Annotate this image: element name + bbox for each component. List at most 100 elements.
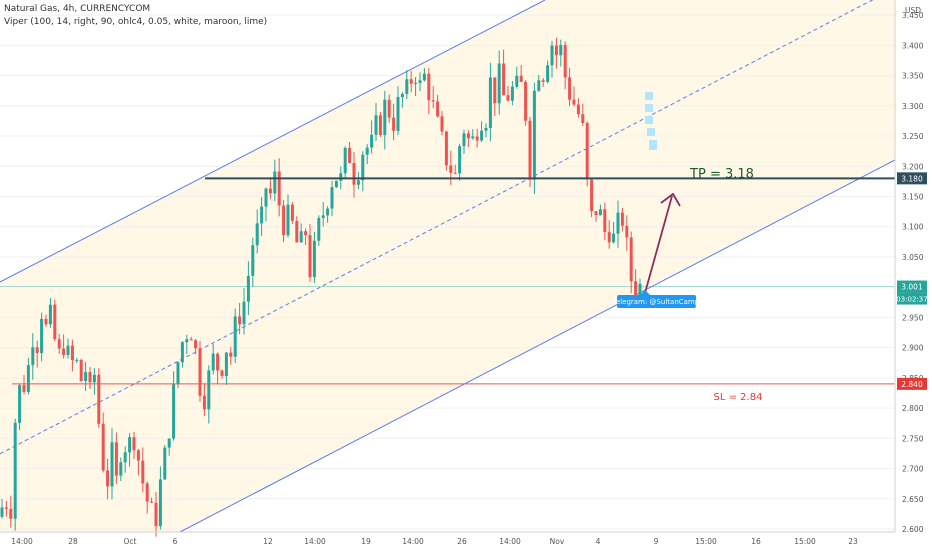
sl-label: SL = 2.84 [714,392,763,403]
candle-body [550,45,554,66]
time-tick-label: 26 [457,537,467,546]
time-tick-label: 6 [173,537,178,546]
candle-body [57,339,61,349]
candle-body [246,275,250,302]
candle-body [233,316,237,357]
candle-body [585,122,589,180]
candle-body [418,80,422,84]
candle-body [128,437,132,453]
time-tick-label: 14:00 [499,537,521,546]
candle-body [123,452,127,463]
plot-area: TP = 3.18 SL = 2.84 Telegram: @SultanCamp [0,0,896,537]
candle-body [295,220,299,243]
candle-body [79,359,83,382]
projection-mark [649,140,657,150]
candle-body [480,130,484,141]
candle-body [484,127,488,131]
channel-fill [0,0,895,532]
time-tick-label: Oct [124,537,137,546]
candle-body [475,136,479,141]
price-tick-label: 2.800 [902,404,924,413]
candle-body [321,215,325,218]
candle-body [546,65,550,82]
candle-body [189,339,193,341]
price-tick-label: 3.100 [902,223,924,232]
price-axis-bg [895,0,932,550]
candle-body [48,304,52,325]
candle-body [352,163,356,185]
candle-body [304,231,308,236]
candle-body [532,90,536,180]
candle-body [194,340,198,349]
candle-body [101,423,105,471]
candle-body [119,462,123,476]
currency-label: USD [905,6,921,15]
price-tick-label: 3.350 [902,72,924,81]
candle-body [554,45,558,56]
candle-body [378,115,382,135]
candle-body [312,240,316,278]
telegram-badge [617,295,696,308]
candle-body [141,460,145,484]
channel-lower-line [179,159,896,533]
candle-body [185,339,189,343]
symbol-title: Natural Gas, 4h, CURRENCYCOM [4,4,151,14]
candle-body [92,374,96,383]
candle-body [229,352,233,357]
target-arrow-head [660,192,681,207]
candle-body [559,44,563,56]
candle-body [510,86,514,101]
time-tick-label: 19 [361,537,371,546]
candle-body [334,180,338,188]
candle-body [317,217,321,241]
candle-body [167,438,171,448]
candle-body [62,348,66,356]
countdown-bg [897,292,927,305]
candle-body [383,99,387,135]
time-tick-label: 28 [68,537,78,546]
time-tick-label: 12 [263,537,273,546]
candle-body [440,116,444,132]
price-tick-label: 3.450 [902,11,924,20]
target-arrow [644,195,673,294]
candle-body [198,348,202,396]
candle-body [422,73,426,81]
candle-body [211,353,215,371]
candle-body [176,362,180,385]
time-tick-label: 15:00 [695,537,717,546]
candle-body [537,80,541,91]
candle-body [114,442,118,476]
candle-body [405,79,409,95]
candle-body [590,179,594,212]
time-tick-label: 9 [654,537,659,546]
candle-body [343,147,347,174]
candle-body [339,173,343,181]
candle-body [638,283,642,297]
candle-body [326,208,330,216]
candle-body [444,131,448,166]
candle-body [409,79,413,84]
candle-body [299,231,303,243]
candle-body [255,223,259,246]
price-tick-label: 3.200 [902,162,924,171]
price-tick-label: 3.250 [902,132,924,141]
sl-price-tag: 2.840 [901,380,923,389]
telegram-label: Telegram: @SultanCamp [612,298,700,306]
candle-body [497,63,501,104]
price-tick-label: 3.150 [902,192,924,201]
candle-body [260,206,264,224]
candle-body [576,104,580,115]
candle-body [392,117,396,131]
tp-price-tag-bg [897,172,927,185]
price-tick-label: 2.750 [902,434,924,443]
candle-body [66,345,70,356]
candle-body [308,235,312,278]
time-tick-label: 15:00 [794,537,816,546]
candle-body [224,352,228,376]
candle-body [365,147,369,155]
candle-body [598,209,602,216]
current-price-tag: 3.001 [901,283,923,292]
candle-body [106,470,110,487]
candle-body [603,209,607,233]
